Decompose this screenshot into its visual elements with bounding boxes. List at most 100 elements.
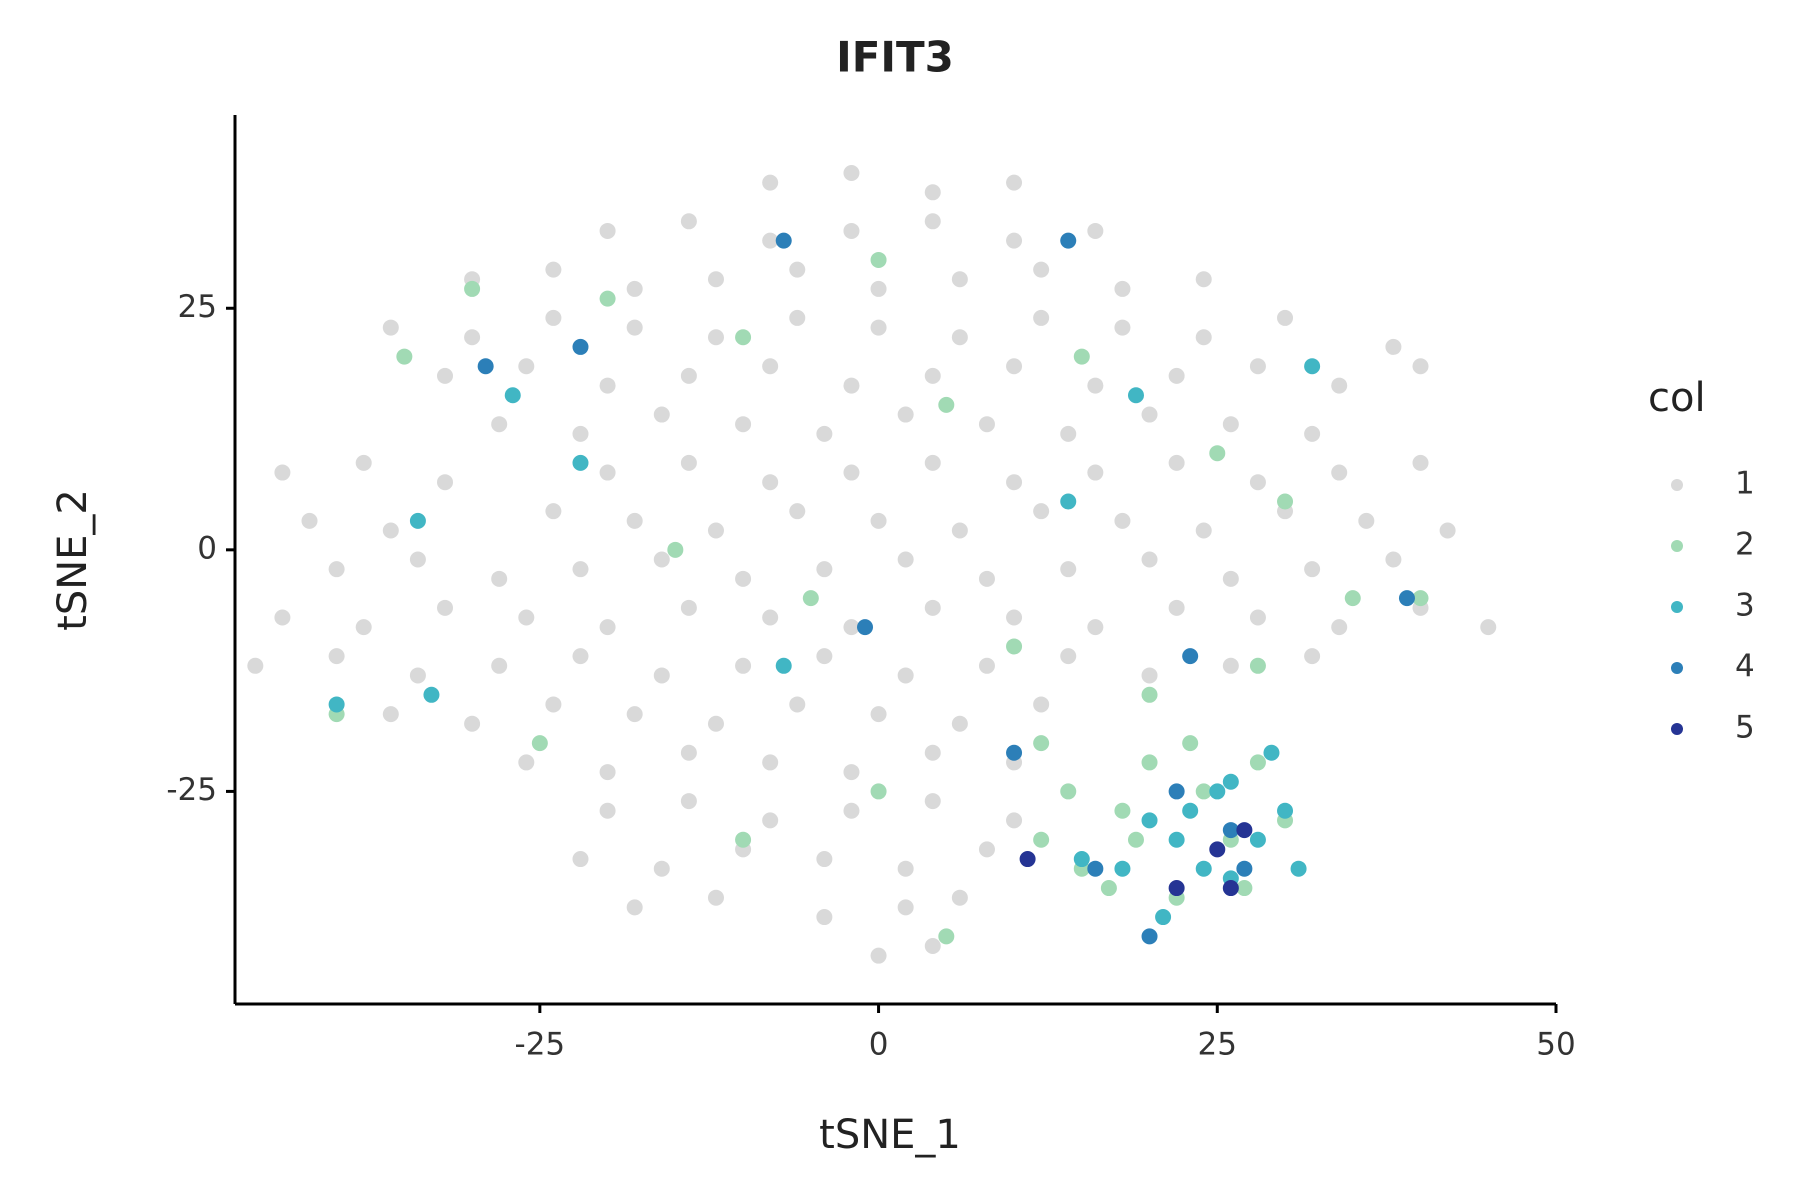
legend-label: 1: [1735, 466, 1755, 502]
point: [978, 416, 995, 433]
point: [843, 222, 860, 239]
point: [491, 657, 508, 674]
legend-label: 5: [1735, 710, 1755, 746]
point: [599, 802, 616, 819]
point: [531, 735, 548, 752]
point: [978, 657, 995, 674]
point: [626, 512, 643, 529]
point: [1195, 522, 1212, 539]
point: [735, 329, 752, 346]
point: [897, 899, 914, 916]
point: [653, 667, 670, 684]
point: [1304, 561, 1321, 578]
point: [680, 744, 697, 761]
point: [653, 406, 670, 423]
point: [843, 464, 860, 481]
point: [653, 551, 670, 568]
legend-label: 3: [1735, 588, 1755, 624]
point: [504, 387, 521, 404]
point: [843, 619, 860, 636]
point: [762, 174, 779, 191]
point: [762, 474, 779, 491]
point: [938, 928, 955, 945]
point: [924, 213, 941, 230]
point: [572, 648, 589, 665]
point: [735, 831, 752, 848]
point: [396, 348, 413, 365]
point: [599, 764, 616, 781]
point: [1222, 773, 1239, 790]
point: [626, 706, 643, 723]
point: [762, 609, 779, 626]
point: [572, 454, 589, 471]
point: [1087, 860, 1104, 877]
legend-marker: [1671, 601, 1683, 613]
point: [1277, 493, 1294, 510]
point: [437, 474, 454, 491]
chart-title: IFIT3: [836, 33, 954, 82]
point: [1222, 880, 1239, 897]
point: [1209, 783, 1226, 800]
point: [1073, 851, 1090, 868]
point: [1087, 619, 1104, 636]
point: [1141, 667, 1158, 684]
point: [1060, 648, 1077, 665]
point: [518, 358, 535, 375]
point: [1195, 860, 1212, 877]
point: [464, 715, 481, 732]
point: [816, 909, 833, 926]
point: [1168, 831, 1185, 848]
point: [409, 551, 426, 568]
point: [924, 454, 941, 471]
point: [464, 280, 481, 297]
point: [1127, 831, 1144, 848]
point: [518, 754, 535, 771]
point: [382, 706, 399, 723]
point: [870, 947, 887, 964]
point: [667, 541, 684, 558]
point: [816, 425, 833, 442]
point: [1182, 648, 1199, 665]
point: [1249, 754, 1266, 771]
point: [762, 232, 779, 249]
point: [816, 648, 833, 665]
point: [789, 696, 806, 713]
point: [1168, 367, 1185, 384]
point: [491, 416, 508, 433]
point: [1141, 754, 1158, 771]
point: [1236, 822, 1253, 839]
point: [1033, 831, 1050, 848]
point: [870, 512, 887, 529]
point: [572, 561, 589, 578]
legend-marker: [1671, 540, 1683, 552]
point: [1006, 232, 1023, 249]
point: [870, 706, 887, 723]
point: [1277, 309, 1294, 326]
point: [1209, 841, 1226, 858]
point: [1480, 619, 1497, 636]
y-tick-label: 0: [197, 530, 217, 566]
point: [1060, 561, 1077, 578]
point: [1195, 783, 1212, 800]
point: [545, 309, 562, 326]
point: [680, 599, 697, 616]
point: [1195, 271, 1212, 288]
point: [328, 696, 345, 713]
point: [735, 657, 752, 674]
point: [572, 425, 589, 442]
point: [1304, 648, 1321, 665]
point: [1195, 329, 1212, 346]
legend-title: col: [1648, 375, 1706, 421]
point: [1331, 464, 1348, 481]
point: [843, 164, 860, 181]
x-tick-label: 0: [869, 1027, 889, 1063]
point: [707, 889, 724, 906]
point: [1114, 802, 1131, 819]
point: [1060, 232, 1077, 249]
point: [924, 744, 941, 761]
point: [1033, 503, 1050, 520]
x-tick-label: 50: [1536, 1027, 1575, 1063]
legend-label: 4: [1735, 649, 1755, 685]
point: [1439, 522, 1456, 539]
